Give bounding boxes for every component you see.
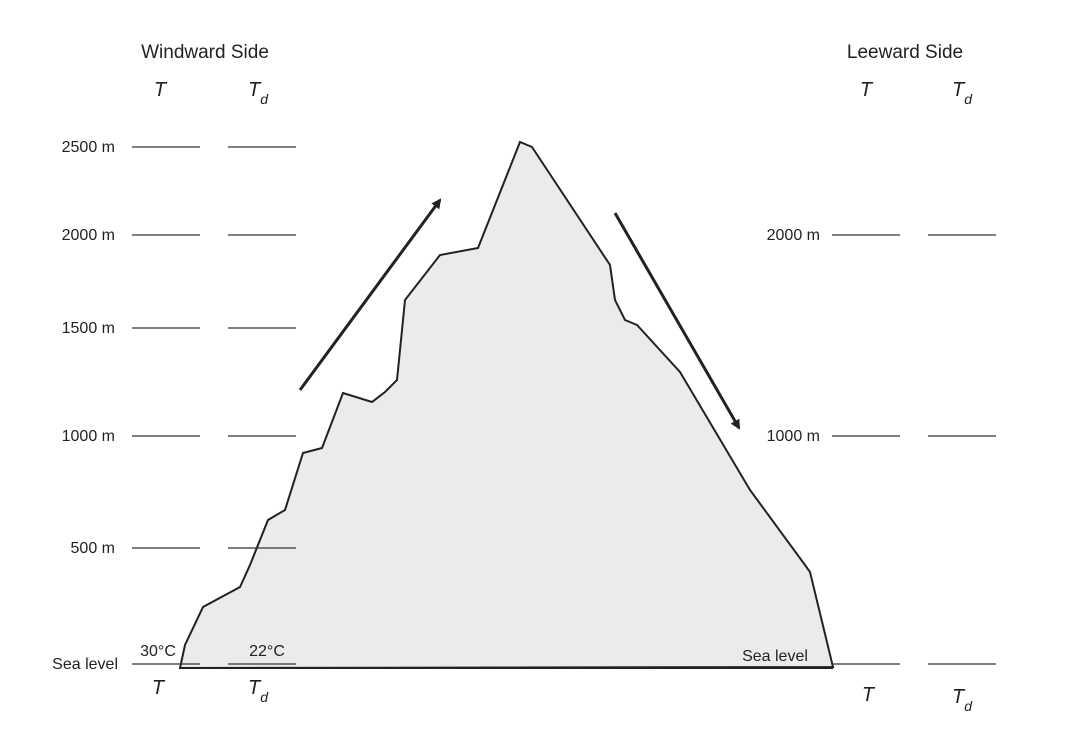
symbol: T xyxy=(248,79,262,101)
altitude-label: 500 m xyxy=(71,540,115,557)
altitude-label: 1000 m xyxy=(62,428,115,445)
column-header: Td xyxy=(248,677,269,705)
column-header: Td xyxy=(952,686,973,714)
subscript: d xyxy=(260,689,269,705)
sea-level-dewpoint: 22°C xyxy=(249,643,285,660)
altitude-label: 1500 m xyxy=(62,320,115,337)
altitude-label: 1000 m xyxy=(767,428,820,445)
subscript: d xyxy=(964,91,973,107)
column-header: T xyxy=(152,677,166,699)
sinking-arrow xyxy=(613,212,741,430)
symbol: T xyxy=(152,677,166,699)
altitude-label: 2000 m xyxy=(62,227,115,244)
subscript: d xyxy=(260,91,269,107)
windward-title: Windward Side xyxy=(141,42,269,63)
symbol: T xyxy=(952,686,966,708)
symbol: T xyxy=(248,677,262,699)
altitude-label: 2000 m xyxy=(767,227,820,244)
leeward-sea-level: Sea level xyxy=(742,648,808,665)
column-header: T xyxy=(154,79,168,101)
altitude-label: 2500 m xyxy=(62,139,115,156)
rising-arrow xyxy=(298,198,442,391)
symbol: T xyxy=(862,684,876,706)
column-header: T xyxy=(860,79,874,101)
mountain xyxy=(178,140,835,670)
symbol: T xyxy=(860,79,874,101)
symbol: T xyxy=(952,79,966,101)
sea-level-temp: 30°C xyxy=(140,643,176,660)
leeward-title: Leeward Side xyxy=(847,42,963,63)
column-header: Td xyxy=(952,79,973,107)
column-header: Td xyxy=(248,79,269,107)
symbol: T xyxy=(154,79,168,101)
subscript: d xyxy=(964,698,973,714)
column-header: T xyxy=(862,684,876,706)
altitude-label: Sea level xyxy=(52,656,118,673)
